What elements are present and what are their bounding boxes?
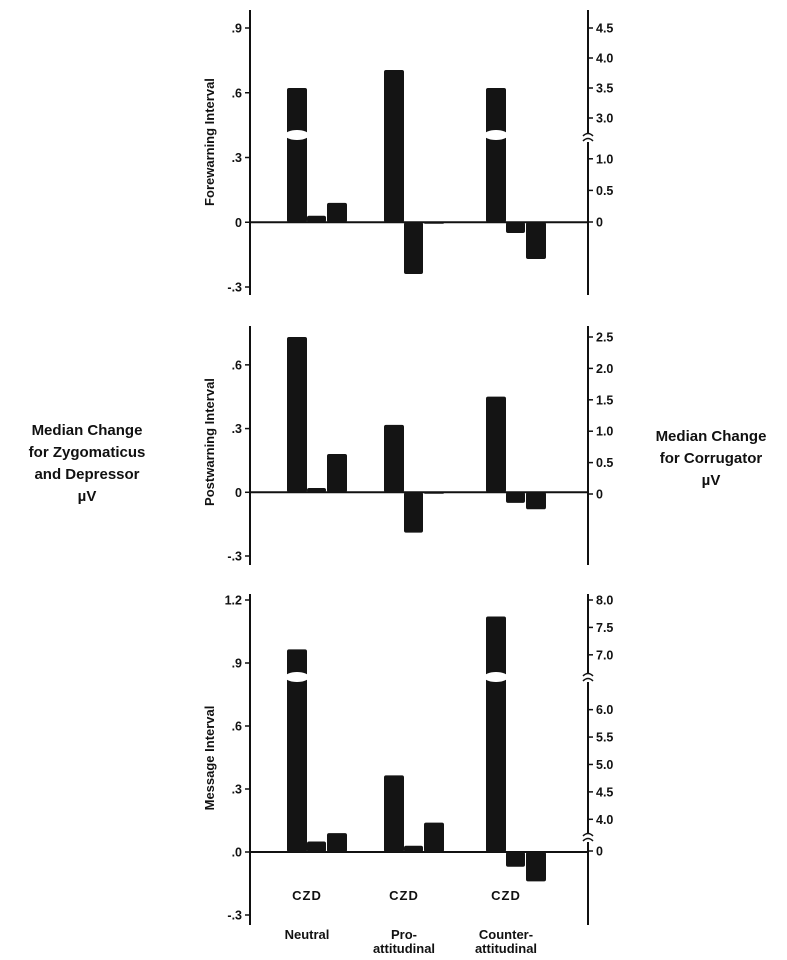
left-tick-label: .6 [232, 86, 242, 100]
group-name-line: Counter- [479, 927, 533, 942]
right-tick-label: 4.5 [596, 22, 613, 36]
bar-z-group-2 [404, 845, 423, 852]
right-side-line-1: Median Change [655, 428, 767, 445]
panel-message: Message Interval 1.2 .9 .6 .3 .0 -.3 8.0 7.5 7.0 6… [202, 594, 613, 925]
right-tick-label: 0 [596, 845, 603, 859]
left-tick-label: .9 [232, 657, 242, 671]
bar-d-group-3 [526, 222, 546, 259]
bar-c-group-2 [384, 70, 404, 223]
right-tick-label: 0.5 [596, 456, 613, 470]
left-tick-label: 0 [235, 216, 242, 230]
right-tick-label: 7.5 [596, 621, 613, 635]
right-tick-label: 0 [596, 488, 603, 502]
right-tick-label: 0.5 [596, 184, 613, 198]
right-tick-label: 7.0 [596, 648, 613, 662]
right-tick-label: 6.0 [596, 703, 613, 717]
right-side-line-2: for Corrugator [659, 450, 763, 467]
group-labels: CZD Neutral CZD Pro-attitudinal CZD Counter-a… [285, 888, 537, 956]
bar-c-group-3 [486, 396, 506, 493]
axis-break-mark [582, 672, 594, 682]
y-axis-title: Postwarning Interval [202, 378, 217, 506]
left-tick-label: .3 [232, 783, 242, 797]
bar-d-group-3 [526, 852, 546, 882]
bar-d-group-3 [526, 492, 546, 510]
bar-z-group-1 [307, 215, 326, 223]
left-tick-label: .3 [232, 422, 242, 436]
bar-d-group-1 [327, 833, 347, 852]
right-tick-label: 4.0 [596, 52, 613, 66]
bar-z-group-1 [307, 841, 326, 852]
bar-c-group-1 [287, 337, 307, 493]
group-bar-letters: CZD [389, 888, 419, 903]
left-tick-label: 1.2 [225, 594, 242, 608]
right-tick-label: 4.5 [596, 785, 613, 799]
right-tick-label: 1.5 [596, 393, 613, 407]
right-tick-label: 3.5 [596, 82, 613, 96]
y-axis-title: Message Interval [202, 706, 217, 811]
axis-break-mark [582, 132, 594, 142]
right-tick-label: 2.0 [596, 362, 613, 376]
group-bar-letters: CZD [491, 888, 521, 903]
group-name-line: Neutral [285, 927, 330, 942]
right-tick-label: 4.0 [596, 813, 613, 827]
left-tick-label: .6 [232, 720, 242, 734]
right-tick-label: 3.0 [596, 112, 613, 126]
right-side-line-3: µV [701, 472, 721, 489]
bar-d-group-2 [424, 222, 444, 224]
bar-z-group-3 [506, 492, 525, 503]
left-tick-label: -.3 [227, 909, 242, 923]
bar-break-gap [484, 130, 508, 140]
right-tick-label: 1.0 [596, 425, 613, 439]
right-tick-label: 2.5 [596, 331, 613, 345]
left-tick-label: -.3 [227, 550, 242, 564]
bar-d-group-2 [424, 492, 444, 494]
panel-postwarning: Postwarning Interval .6 .3 0 -.3 2.5 2.0 1.5 1.0… [202, 326, 613, 565]
left-tick-label: -.3 [227, 281, 242, 295]
group-name-line: Pro- [391, 927, 417, 942]
left-tick-label: .9 [232, 22, 242, 36]
bar-d-group-1 [327, 202, 347, 223]
group-bar-letters: CZD [292, 888, 322, 903]
bar-break-gap [285, 672, 309, 682]
left-tick-label: .0 [232, 846, 242, 860]
bar-d-group-2 [424, 822, 444, 852]
left-side-line-1: Median Change [31, 422, 143, 439]
group-name-line: attitudinal [373, 941, 435, 956]
left-side-line-4: µV [77, 488, 97, 505]
left-axis-side-label: Median Change for Zygomaticus and Depres… [4, 420, 170, 508]
panel-forewarning: Forewarning Interval .9 .6 .3 0 -.3 4.5 4.0 3.5 3… [202, 10, 613, 295]
right-tick-label: 1.0 [596, 152, 613, 166]
left-side-line-3: and Depressor [34, 466, 140, 483]
bar-break-gap [285, 130, 309, 140]
bar-z-group-3 [506, 852, 525, 867]
left-tick-label: .6 [232, 358, 242, 372]
bar-z-group-2 [404, 222, 423, 275]
right-tick-label: 5.5 [596, 731, 613, 745]
right-tick-label: 5.0 [596, 758, 613, 772]
bar-d-group-1 [327, 454, 347, 493]
right-tick-label: 8.0 [596, 594, 613, 608]
right-tick-label: 0 [596, 216, 603, 230]
y-axis-title: Forewarning Interval [202, 78, 217, 206]
bar-c-group-2 [384, 424, 404, 493]
bar-z-group-3 [506, 222, 525, 234]
bar-c-group-2 [384, 775, 404, 852]
bar-z-group-2 [404, 492, 423, 533]
bar-c-group-3 [486, 616, 506, 852]
left-tick-label: .3 [232, 151, 242, 165]
bar-z-group-1 [307, 488, 326, 493]
bar-c-group-3 [486, 88, 506, 223]
axis-break-mark [582, 832, 594, 842]
left-side-line-2: for Zygomaticus [28, 444, 146, 461]
bar-c-group-1 [287, 649, 307, 852]
right-axis-side-label: Median Change for Corrugator µV [636, 426, 786, 492]
left-tick-label: 0 [235, 486, 242, 500]
bar-c-group-1 [287, 88, 307, 223]
bar-break-gap [484, 672, 508, 682]
group-name-line: attitudinal [475, 941, 537, 956]
